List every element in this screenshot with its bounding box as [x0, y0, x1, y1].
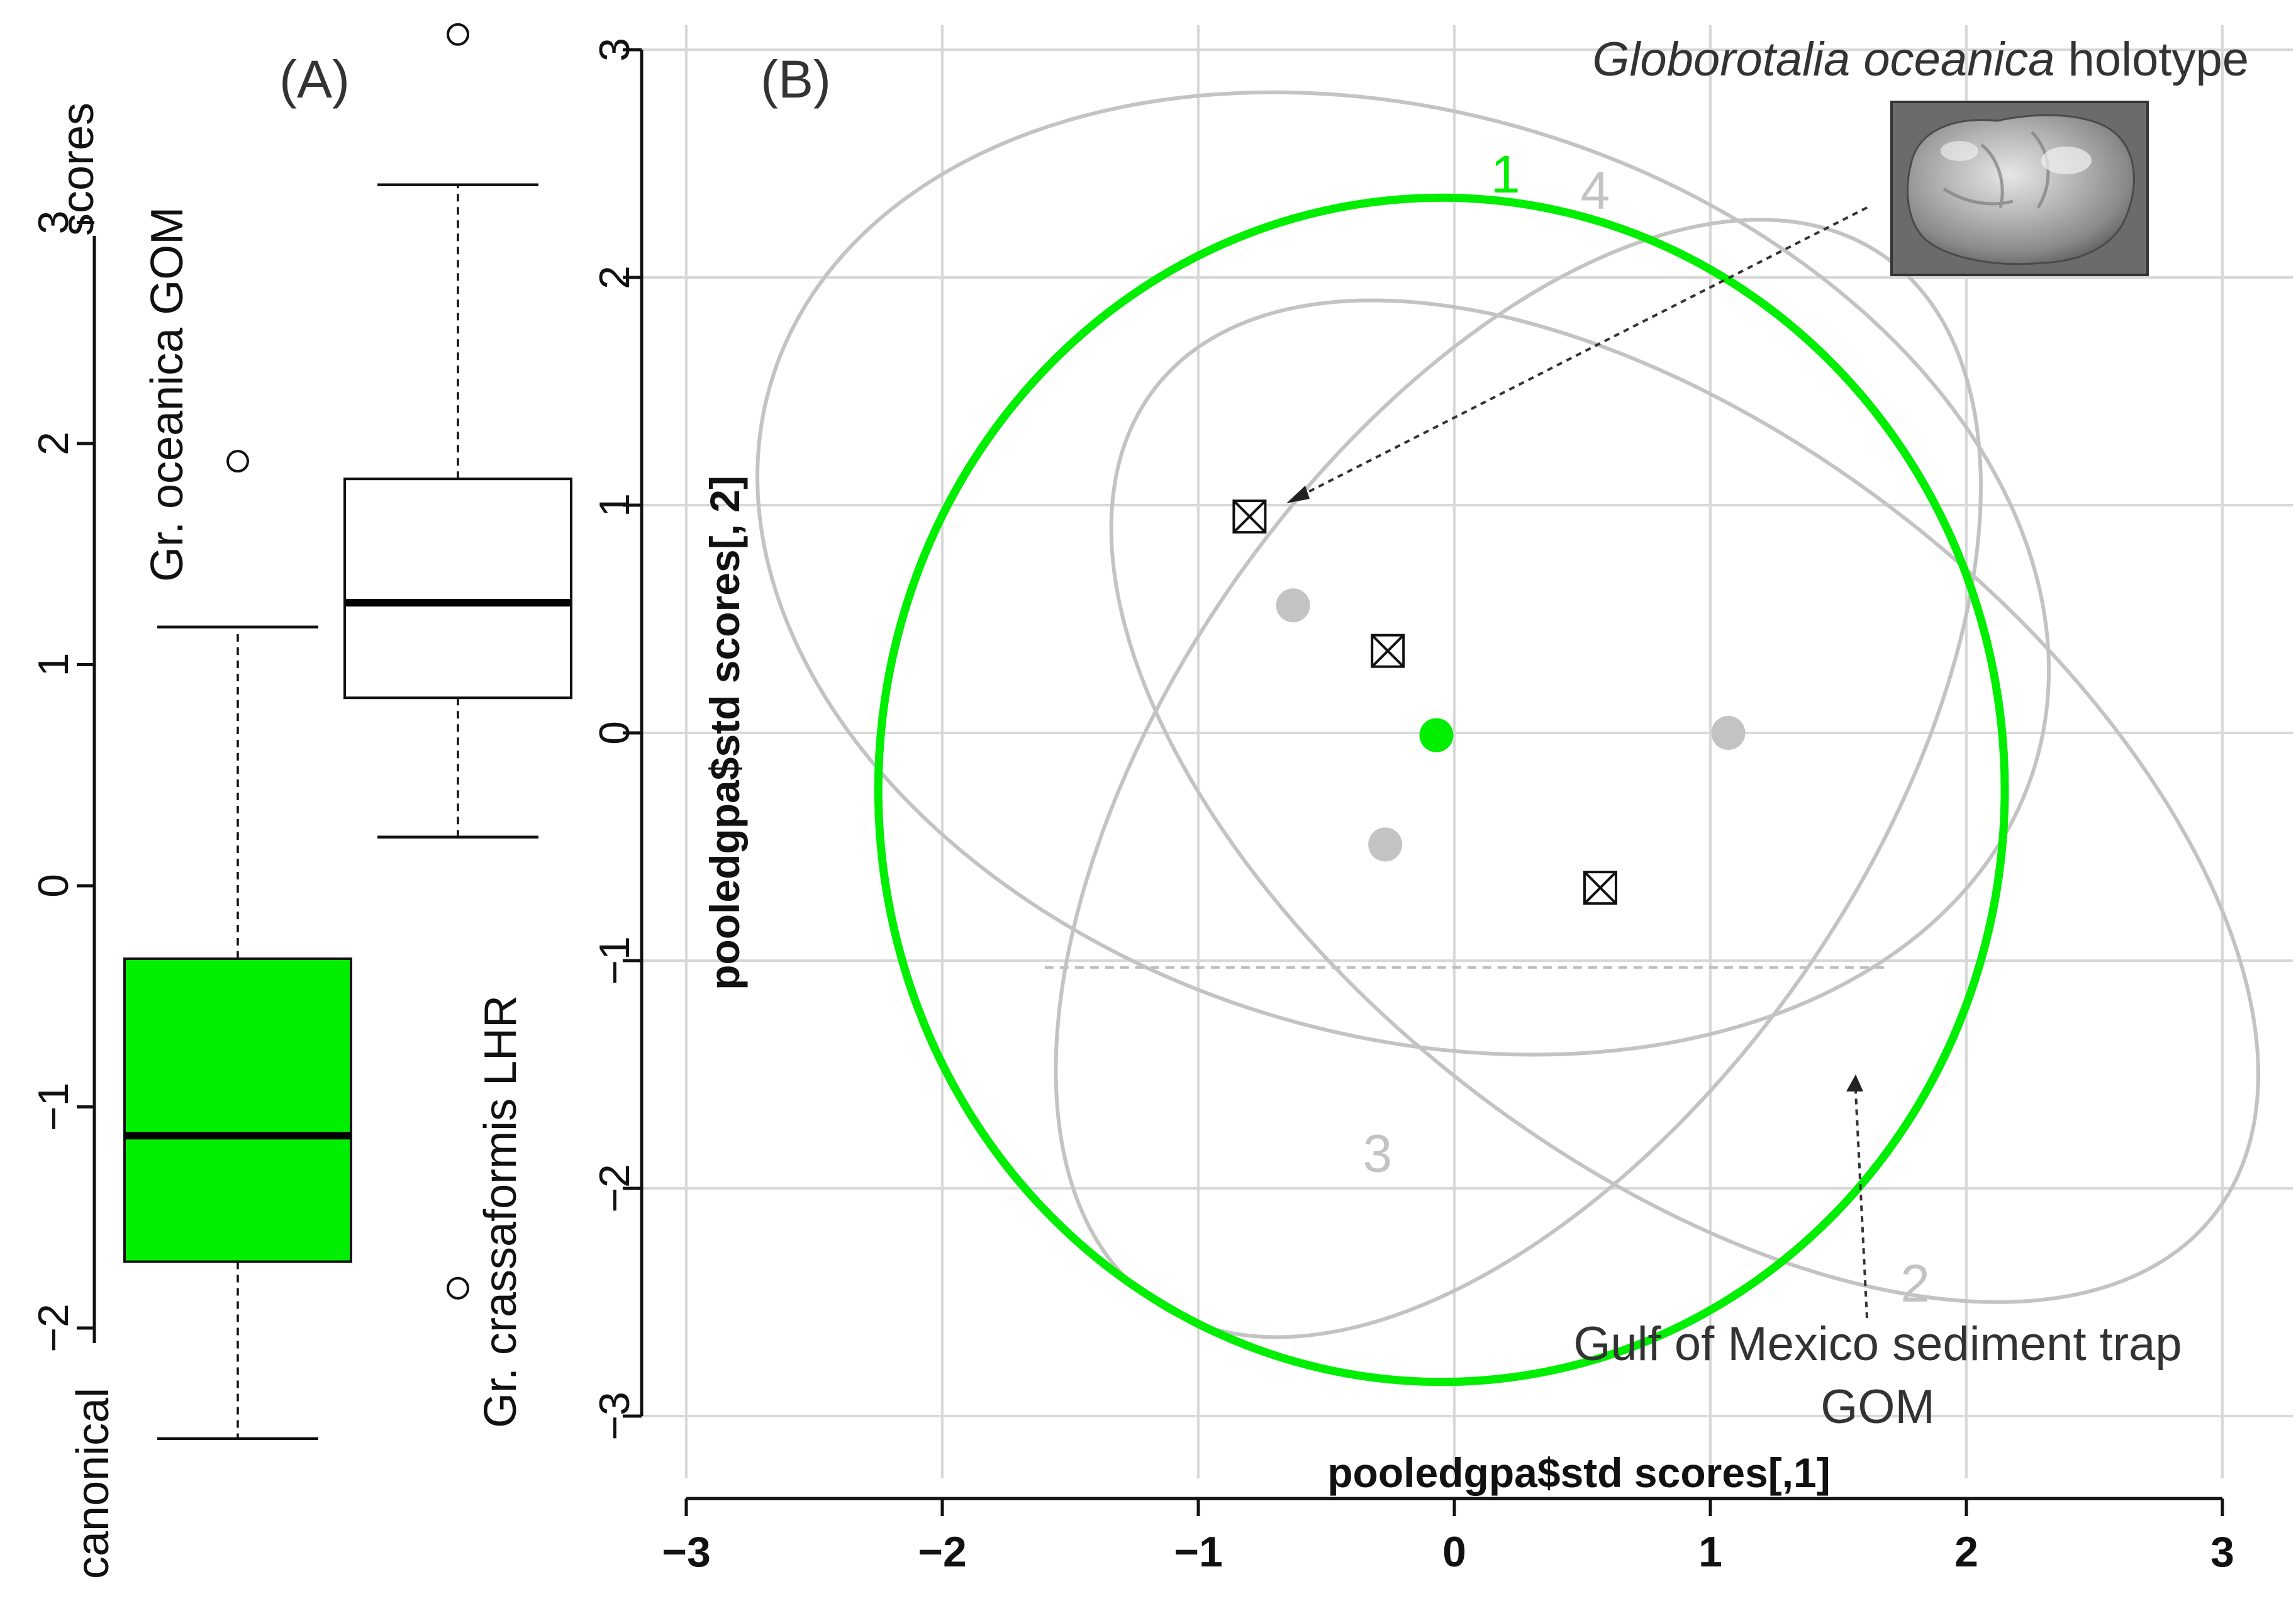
confidence-ellipse-3	[755, 90, 2051, 1057]
holotype-annotation: Globorotalia oceanica holotype	[1592, 33, 2249, 86]
data-point	[1419, 718, 1454, 752]
data-point	[1276, 588, 1310, 623]
holotype-species-name: Globorotalia oceanica	[1592, 33, 2054, 86]
data-point-boxed-x	[1371, 633, 1405, 668]
outlier-point	[447, 23, 469, 46]
panel-b-label: (B)	[761, 50, 831, 109]
point-cross-b	[1232, 500, 1266, 533]
panel-b-ellipses	[755, 90, 2261, 1387]
panel-a-ylabel-top: scores	[53, 103, 103, 236]
panel-a-boxes	[123, 23, 572, 1440]
panel-a-y-tick-label: −2	[30, 1303, 77, 1353]
x-tick-label: −3	[662, 1528, 711, 1576]
confidence-ellipse-1	[874, 193, 2009, 1387]
holotype-image	[1890, 101, 2149, 276]
y-tick-label: 2	[591, 265, 638, 289]
box-gr-crassaformis	[343, 23, 572, 1300]
ellipse-label-3: 3	[1363, 1124, 1393, 1183]
panel-b-scatter: −3 −2 −1 0 1 2 3 −3 −2 −1 0 1 2 3 (B) pooledgpa$std s…	[591, 25, 2293, 1576]
data-point-boxed-x	[1232, 500, 1267, 534]
gom-annotation-line1: Gulf of Mexico sediment trap	[1573, 1317, 2182, 1371]
panel-a-y-tick-label: 2	[30, 432, 77, 455]
panel-a-y-tick-label: 0	[30, 874, 77, 898]
x-tick-label: 1	[1698, 1528, 1722, 1576]
box-gr-oceanica	[123, 450, 352, 1440]
panel-b-ylabel: pooledgpa$std scores[, 2]	[701, 476, 748, 990]
panel-b-xlabel: pooledgpa$std scores[,1]	[1327, 1449, 1831, 1496]
box-label-gr-oceanica: Gr. oceanica GOM	[142, 207, 192, 582]
holotype-arrow-head	[1286, 486, 1310, 503]
panel-a-boxplot: (A) scores canonical −2 −1 0 1 2 3 Gr. oceani…	[30, 23, 572, 1579]
panel-b-points	[1232, 500, 1746, 905]
panel-a-y-tick-label: 3	[30, 211, 77, 235]
panel-a-label: (A)	[279, 50, 350, 109]
x-tick-label: 2	[1954, 1528, 1978, 1576]
panel-b-grid	[642, 25, 2293, 1478]
confidence-ellipse-2	[1109, 298, 2261, 1304]
holotype-arrow	[1294, 206, 1868, 500]
ellipse-label-4: 4	[1580, 160, 1610, 220]
ellipse-label-1: 1	[1491, 145, 1520, 204]
box-iqr	[123, 957, 352, 1263]
panel-a-y-tick-label: 1	[30, 653, 77, 677]
gom-arrow-head	[1846, 1074, 1863, 1091]
x-tick-label: 3	[2210, 1528, 2234, 1576]
x-tick-label: 0	[1442, 1528, 1466, 1576]
ellipse-label-2: 2	[1900, 1254, 1930, 1313]
y-tick-label: 3	[591, 38, 638, 62]
data-point	[1711, 716, 1746, 750]
y-tick-label: −2	[591, 1164, 638, 1213]
holotype-suffix: holotype	[2055, 33, 2249, 86]
box-label-gr-crassaformis: Gr. crassaformis LHR	[476, 995, 526, 1428]
x-tick-label: −1	[1174, 1528, 1223, 1576]
panel-a-y-ticks: −2 −1 0 1 2 3	[30, 211, 94, 1353]
panel-b-axes: −3 −2 −1 0 1 2 3 −3 −2 −1 0 1 2 3	[591, 38, 2234, 1576]
gom-annotation-line2: GOM	[1820, 1380, 1935, 1434]
point-cross-b	[1371, 634, 1405, 668]
y-tick-label: −1	[591, 936, 638, 985]
box-iqr	[343, 477, 572, 700]
y-tick-label: 0	[591, 721, 638, 745]
point-cross-b	[1583, 871, 1617, 905]
panel-a-ylabel-bottom: canonical	[68, 1388, 118, 1579]
data-point	[1368, 827, 1403, 862]
y-tick-label: 1	[591, 493, 638, 517]
outlier-point	[447, 1276, 469, 1300]
x-tick-label: −2	[918, 1528, 967, 1576]
outlier-point	[226, 450, 249, 473]
panel-a-y-tick-label: −1	[30, 1083, 77, 1132]
y-tick-label: −3	[591, 1392, 638, 1441]
data-point-boxed-x	[1583, 871, 1617, 905]
